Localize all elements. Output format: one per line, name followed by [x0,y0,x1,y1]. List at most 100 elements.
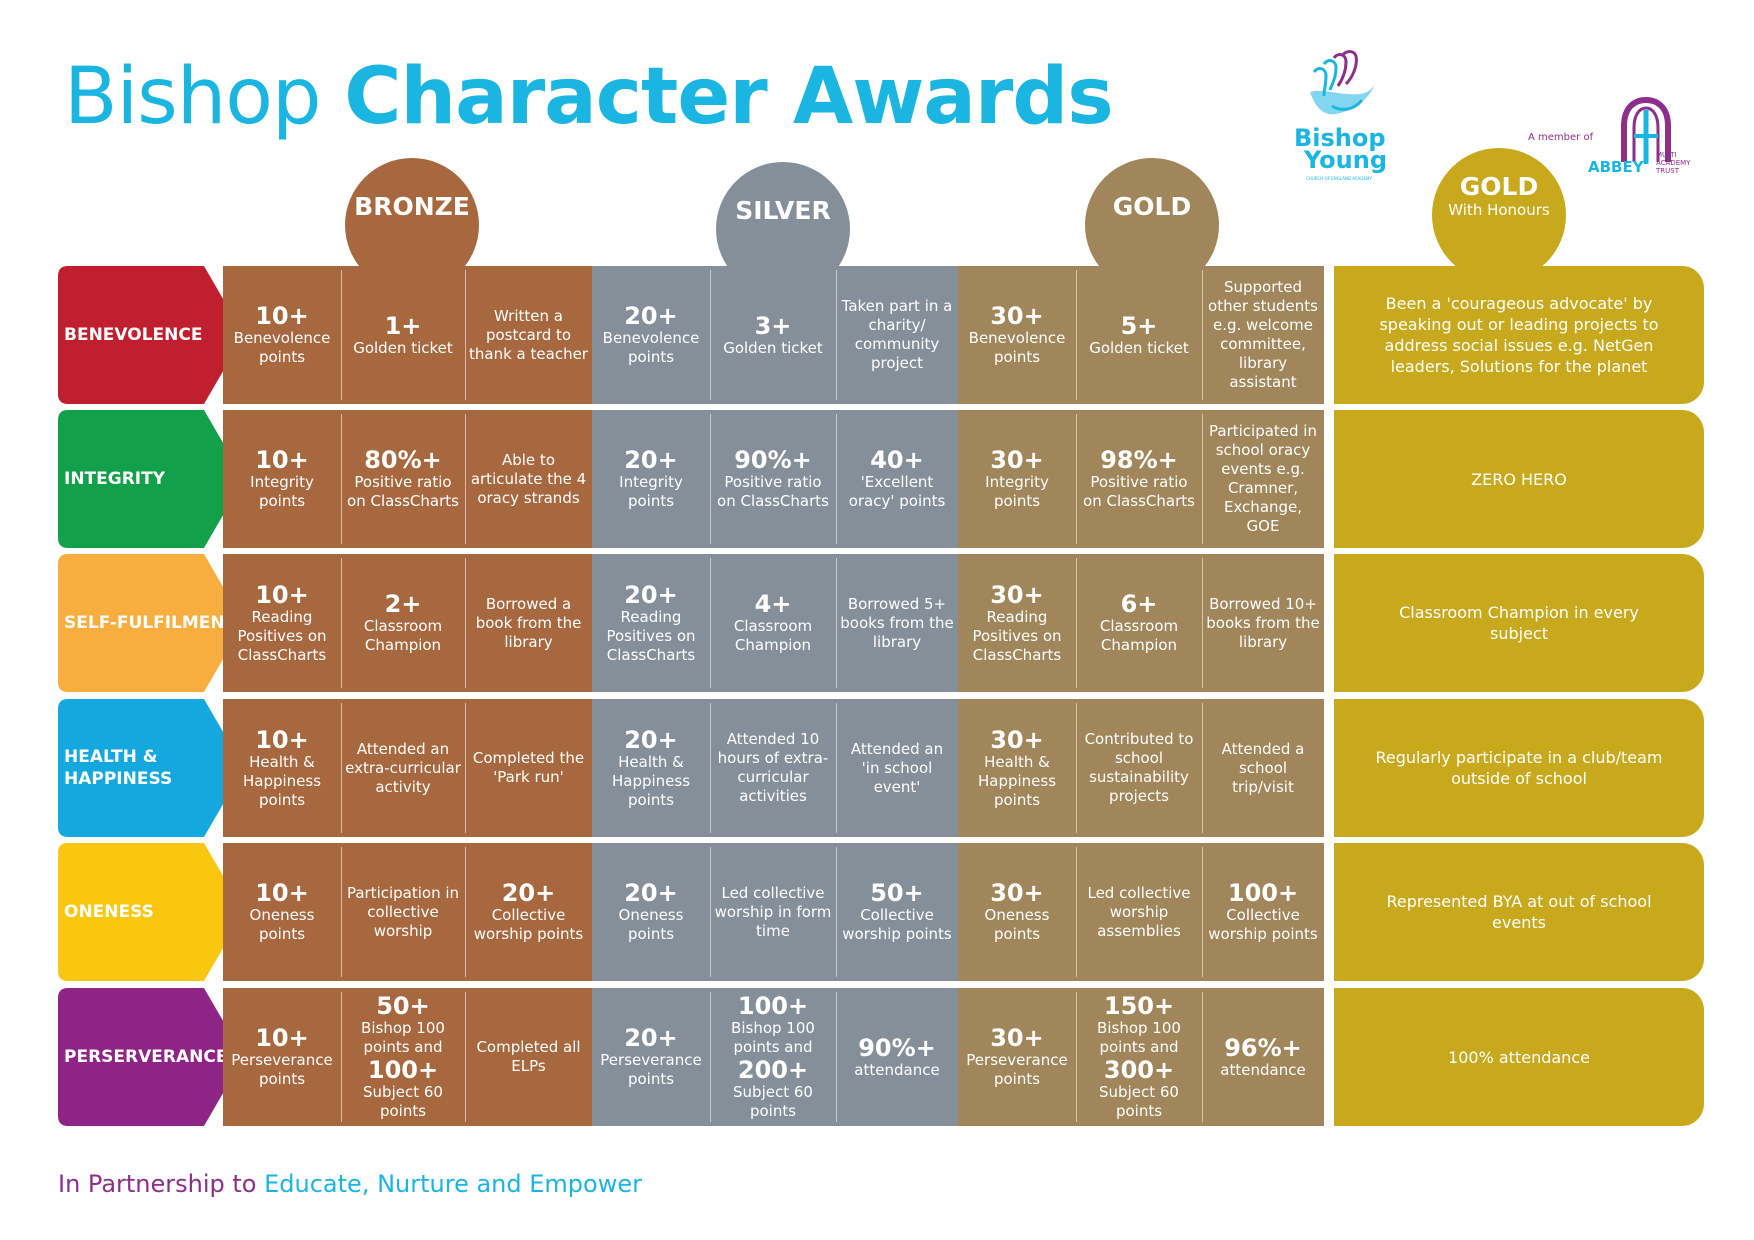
cell-divider [341,992,342,1122]
criterion-text: Benevolence points [602,329,700,366]
category-label: BENEVOLENCE [64,325,203,345]
cell-divider [1076,703,1077,833]
bishop-young-subtitle: CHURCH OF ENGLAND ACADEMY [1306,176,1372,181]
criterion-figure: 4+ [754,590,792,618]
category-arrow: SELF-FULFILMENT [58,554,244,692]
criterion-figure: 10+ [255,302,309,330]
bronze-band [223,266,592,404]
honours-criterion: Regularly participate in a club/team out… [1334,699,1704,837]
criterion-text: Health & Happiness points [977,752,1057,809]
category-label: SELF-FULFILMENT [64,613,237,633]
silver-criterion: 20+ Health & Happiness points [592,699,710,837]
gold-criterion: 98%+ Positive ratio on ClassCharts [1076,410,1202,548]
tier-label: GOLD [1112,192,1192,221]
gold-criterion: 100+ Collective worship points [1202,843,1324,981]
honours-criterion: Represented BYA at out of school events [1334,843,1704,981]
criterion-figure: 20+ [624,1024,678,1052]
gold-criterion: Supported other students e.g. welcome co… [1202,266,1324,404]
cell-divider [341,847,342,977]
cell-divider [341,558,342,688]
bronze-band [223,410,592,548]
cell-divider [465,270,466,400]
criterion-figure: 5+ [1120,311,1158,340]
award-row: INTEGRITY 10+ Integrity points 80%+ Positive… [58,410,1704,548]
gold-criterion: 6+ Classroom Champion [1076,554,1202,692]
cell-divider [1202,270,1203,400]
criterion-text: Golden ticket [353,338,453,357]
bronze-criterion: 10+ Oneness points [223,843,341,981]
silver-criterion: 40+ 'Excellent oracy' points [836,410,958,548]
tier-label: SILVER [735,196,831,225]
criterion-figure: 30+ [990,725,1044,754]
criterion-text: Written a postcard to thank a teacher [469,306,588,363]
criterion-figure: 150+ [1103,992,1175,1020]
award-row: SELF-FULFILMENT 10+ Reading Positives on C… [58,554,1704,692]
criterion-figure: 6+ [1120,590,1158,618]
gold-criterion: Contributed to school sustainability pro… [1076,699,1202,837]
criterion-text: Collective worship points [842,906,952,943]
silver-criterion: 20+ Oneness points [592,843,710,981]
criterion-figure: 30+ [990,879,1044,907]
bronze-criterion: 10+ Perseverance points [223,988,341,1126]
bronze-criterion: 10+ Health & Happiness points [223,699,341,837]
silver-criterion: Taken part in a charity/ community proje… [836,266,958,404]
gold-criterion: Participated in school oracy events e.g.… [1202,410,1324,548]
silver-band [592,699,958,837]
title-part-1: Bishop [64,52,321,142]
criterion-figure: 30+ [990,446,1044,474]
gold-criterion: Borrowed 10+ books from the library [1202,554,1324,692]
criterion-text: attendance [854,1060,940,1079]
criterion-text: Reading Positives on ClassCharts [237,607,327,664]
criterion-text: Perseverance points [231,1051,333,1088]
silver-criterion: Borrowed 5+ books from the library [836,554,958,692]
criterion-text: Oneness points [249,906,315,943]
cell-divider [1202,992,1203,1122]
criterion-text: Participated in school oracy events e.g.… [1209,422,1317,535]
silver-criterion: 20+ Reading Positives on ClassCharts [592,554,710,692]
silver-criterion: 100+ Bishop 100 points and 200+ Subject 60 … [710,988,836,1126]
criterion-text: Golden ticket [723,338,823,357]
cell-divider [465,703,466,833]
member-of-text: A member of [1528,132,1594,143]
criterion-text: Bishop 100 points and [731,1019,815,1056]
gold-band [958,266,1324,404]
title-part-2: Character Awards [344,52,1113,142]
silver-criterion: Attended 10 hours of extra-curricular ac… [710,699,836,837]
criterion-text: Benevolence points [968,329,1066,366]
bronze-criterion: 10+ Benevolence points [223,266,341,404]
tier-label: BRONZE [354,192,470,221]
criterion-text: Led collective worship assemblies [1087,883,1191,940]
gold-band [958,410,1324,548]
criterion-figure-2: 300+ [1103,1056,1175,1084]
cell-divider [341,270,342,400]
category-arrow: PERSERVERANCE [58,988,244,1126]
gold-band [958,843,1324,981]
criterion-text: Bishop 100 points and [1097,1019,1181,1056]
criterion-figure: 50+ [376,992,430,1020]
silver-band [592,843,958,981]
gold-criterion: 30+ Oneness points [958,843,1076,981]
award-row: HEALTH & HAPPINESS 10+ Health & Happiness … [58,699,1704,837]
criterion-text: Integrity points [619,473,683,510]
criterion-text: Reading Positives on ClassCharts [972,607,1062,664]
criterion-text: Completed the 'Park run' [472,749,585,786]
gold-criterion: Led collective worship assemblies [1076,843,1202,981]
bronze-criterion: Completed the 'Park run' [465,699,592,837]
gold-criterion: 96%+ attendance [1202,988,1324,1126]
criterion-text: Benevolence points [233,329,331,366]
cell-divider [341,703,342,833]
bronze-criterion: Written a postcard to thank a teacher [465,266,592,404]
criterion-figure-2: 100+ [367,1056,439,1084]
criterion-text: Oneness points [984,906,1050,943]
silver-band [592,988,958,1126]
criterion-figure-2: 200+ [737,1056,809,1084]
abbey-arch-icon [1621,96,1671,164]
criterion-figure: 20+ [501,879,556,907]
criterion-text: Classroom Champion [1099,617,1179,654]
bronze-band [223,843,592,981]
bronze-criterion: Borrowed a book from the library [465,554,592,692]
criterion-text: Positive ratio on ClassCharts [717,473,829,510]
footer-tagline: In Partnership to Educate, Nurture and E… [58,1170,642,1198]
cell-divider [1076,558,1077,688]
cell-divider [1076,992,1077,1122]
